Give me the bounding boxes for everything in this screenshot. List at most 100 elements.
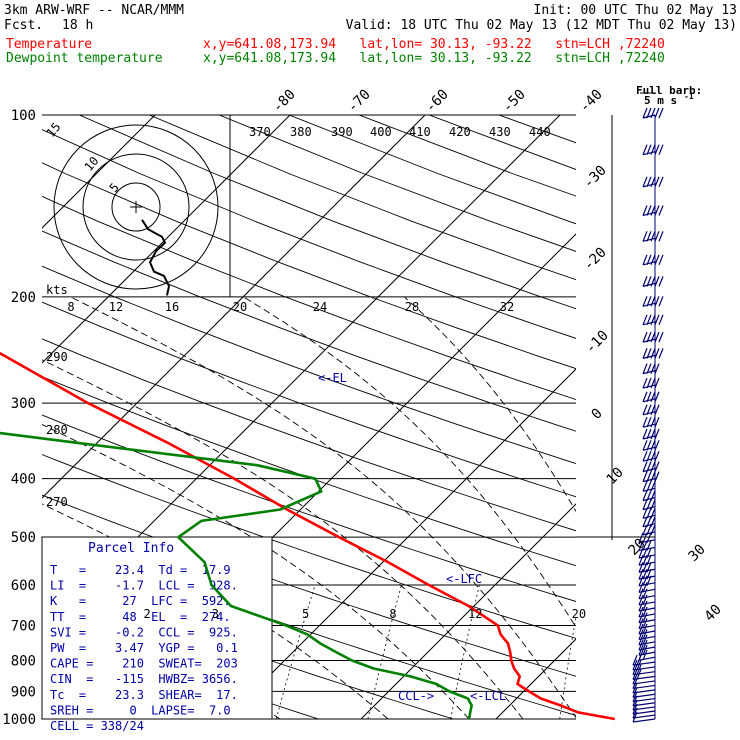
wind-barb-profile: [632, 107, 664, 723]
wind-barb-flag: [650, 481, 656, 492]
wind-barb-staff: [642, 531, 656, 536]
wind-barb-flag: [646, 554, 652, 566]
wind-barb-flag: [654, 231, 660, 242]
wind-barb-staff: [642, 514, 656, 519]
wind-barb-flag: [654, 471, 660, 482]
dry-adiabat: [428, 115, 576, 170]
hodograph-axis-label: 24: [313, 300, 327, 314]
wind-barb-flag: [650, 205, 656, 216]
pressure-label-300: 300: [11, 396, 36, 412]
wind-barb-flag: [642, 644, 648, 656]
wind-barb-flag: [638, 582, 644, 593]
wind-barb-flag: [650, 296, 656, 307]
hodograph-axis-label: 32: [500, 300, 514, 314]
wind-barb: [642, 144, 664, 156]
level-annotation: CCL->: [398, 689, 434, 703]
wind-barb: [642, 107, 664, 119]
mixing-ratio-label: 12: [468, 607, 482, 621]
wind-barb-staff: [642, 151, 656, 156]
wind-barb-flag: [650, 516, 656, 527]
series-line-dewpoint-temperature: [0, 431, 473, 720]
parcel-info-row: K = 27 LFC = 592.: [50, 594, 231, 608]
wind-barb-flag: [646, 440, 652, 451]
wind-barb-staff: [632, 697, 656, 703]
theta-label: 410: [409, 125, 431, 139]
wind-barb-flag: [650, 314, 656, 326]
pressure-label-800: 800: [11, 653, 36, 669]
wind-barb-flag: [654, 404, 660, 416]
wind-barb-flag: [646, 562, 652, 573]
wind-barb-flag: [654, 363, 660, 374]
wind-barb-staff: [638, 588, 656, 593]
wind-barb-flag: [646, 568, 652, 580]
wind-barb-staff: [638, 601, 656, 606]
wind-barb-flag: [642, 107, 648, 119]
theta-label: 430: [489, 125, 511, 139]
wind-barb-flag: [646, 416, 652, 428]
wind-barb-flag: [658, 254, 664, 266]
wind-barb-flag: [642, 363, 648, 374]
wind-barb-flag: [642, 524, 648, 536]
wind-barb-staff: [638, 656, 656, 661]
wind-barb-staff: [638, 635, 656, 641]
wind-barb-flag: [654, 296, 660, 307]
isotherm-line: [42, 115, 426, 499]
wind-barb-flag: [650, 524, 656, 536]
wind-barb-flag: [654, 314, 660, 326]
wind-barb-flag: [646, 540, 652, 551]
wind-barb-flag: [646, 144, 652, 155]
wind-barb-flag: [658, 314, 664, 326]
isotherm-label: 20: [626, 536, 649, 559]
wind-barb-flag: [654, 107, 660, 119]
parcel-info-panel: Parcel Info T = 23.4 Td = 17.9 LI = -1.7 L…: [41, 536, 273, 733]
wind-barb-flag: [642, 391, 648, 402]
dry-adiabat: [358, 115, 576, 197]
isotherm-label: -20: [581, 245, 610, 274]
wind-barb-flag: [646, 205, 652, 216]
wind-barb-flag: [646, 391, 652, 402]
wind-barb-flag: [642, 612, 648, 623]
wind-barb-staff: [638, 624, 656, 630]
wind-barb-flag: [646, 524, 652, 536]
wind-barb-flag: [650, 404, 656, 416]
wind-barb-flag: [650, 276, 656, 287]
hodograph-axis-label: 20: [233, 300, 247, 314]
wind-barb: [642, 461, 660, 473]
wind-barb-flag: [642, 276, 648, 287]
wind-barb-flag: [642, 600, 648, 612]
isotherm-label: -80: [270, 87, 299, 116]
wind-barb-flag: [654, 440, 660, 451]
wind-barb-staff: [642, 487, 656, 492]
wind-barb-staff: [638, 595, 656, 600]
wind-barb-flag: [658, 176, 664, 188]
wind-barb-staff: [642, 497, 656, 502]
wind-barb-flag: [650, 416, 656, 428]
wind-barb-flag: [650, 428, 656, 440]
wind-barb-flag: [650, 440, 656, 451]
isotherm-line: [225, 368, 576, 719]
wind-barb: [638, 600, 656, 612]
hodograph-axis-label: 8: [67, 300, 74, 314]
parcel-info-row: SVI = -0.2 CCL = 925.: [50, 625, 238, 639]
wind-barb: [642, 516, 656, 528]
pressure-label-200: 200: [11, 290, 36, 306]
wind-barb-flag: [638, 568, 644, 580]
wind-barb-staff: [642, 457, 656, 462]
dry-adiabat: [42, 454, 576, 639]
wind-barb-staff: [632, 702, 656, 707]
wind-barb-flag: [642, 629, 648, 640]
wind-barb-flag: [650, 508, 656, 519]
wind-barb-flag: [642, 314, 648, 326]
parcel-info-row: T = 23.4 Td = 17.9: [50, 563, 231, 577]
wind-barb-staff: [642, 446, 656, 451]
wind-barb: [638, 540, 656, 552]
wind-barb-staff: [642, 384, 656, 389]
wind-barb-flag: [654, 428, 660, 440]
wind-barb-flag: [638, 594, 644, 606]
wind-barb: [642, 377, 660, 389]
wind-barb-flag: [658, 144, 664, 155]
wind-barb-flag: [642, 377, 648, 389]
wind-barb-staff: [638, 646, 656, 651]
